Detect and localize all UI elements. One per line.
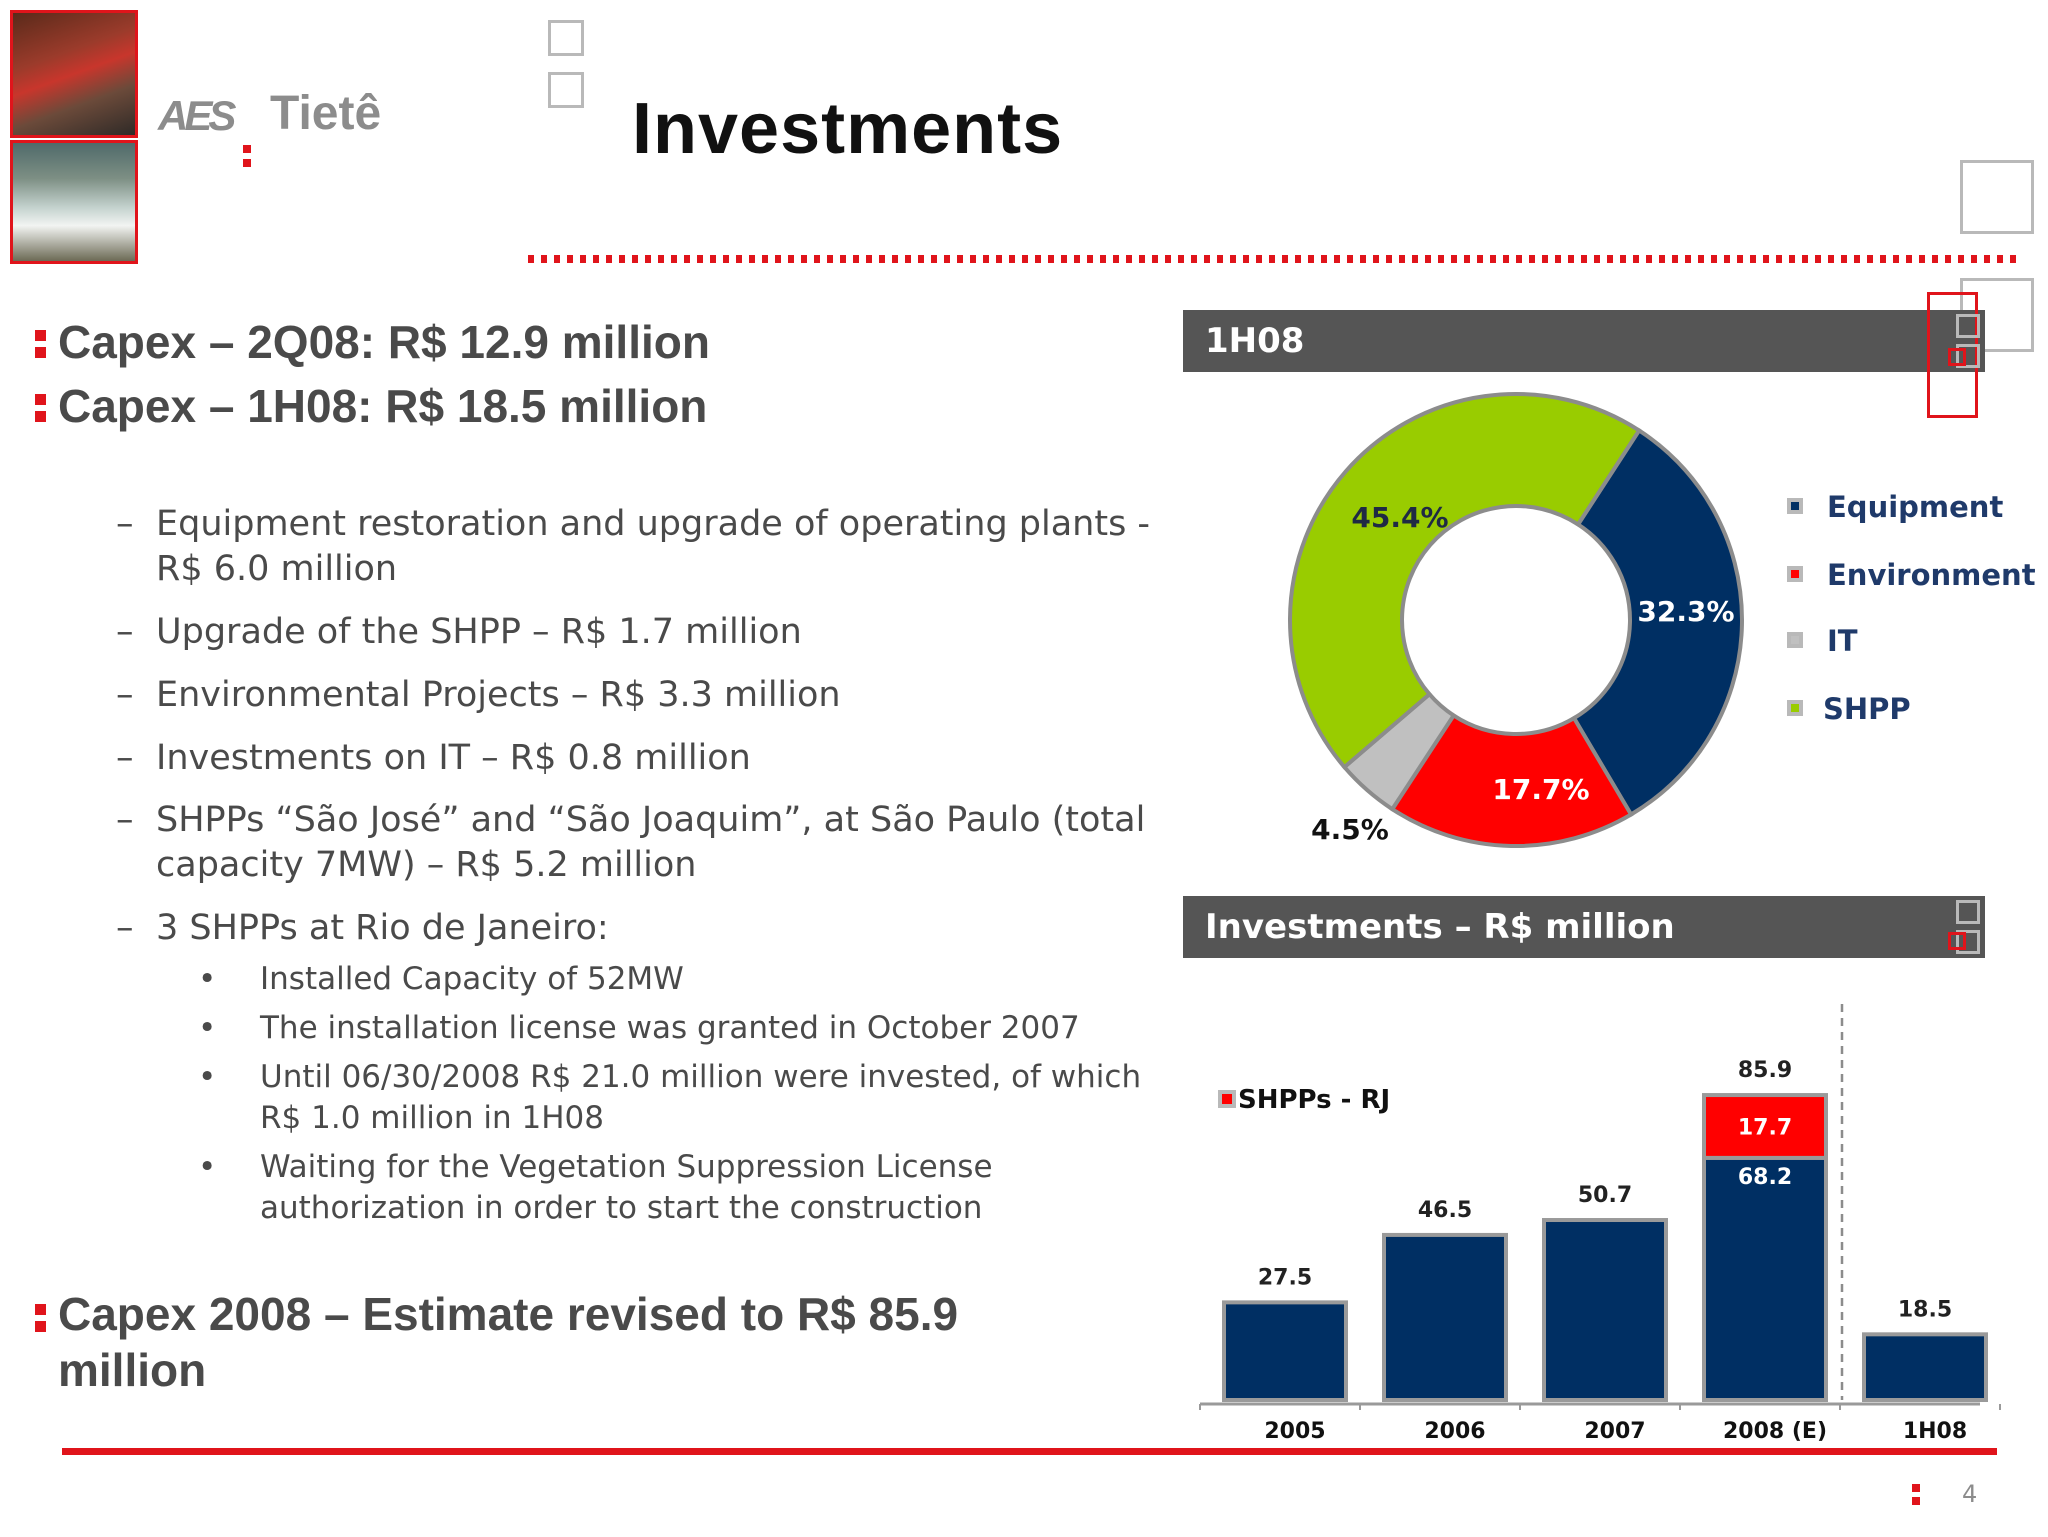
deco-red-square xyxy=(1948,348,1966,366)
legend-swatch xyxy=(1787,700,1803,716)
page-marker-icon xyxy=(1912,1484,1920,1492)
bar xyxy=(1542,1218,1668,1402)
list-item: – Investments on IT – R$ 0.8 million xyxy=(116,738,751,778)
pie-panel-header: 1H08 xyxy=(1183,310,1985,372)
legend-swatch-fill xyxy=(1222,1094,1232,1104)
sub-list-item: • Until 06/30/2008 R$ 21.0 million were i… xyxy=(198,1059,1142,1136)
capex-2008: Capex 2008 – Estimate revised to R$ 85.9… xyxy=(58,1288,959,1396)
deco-square xyxy=(1956,930,1980,954)
donut-slice-shpp xyxy=(1288,392,1642,770)
bar-total-label: 50.7 xyxy=(1578,1183,1632,1208)
deco-square xyxy=(1956,314,1980,338)
list-item: – Environmental Projects – R$ 3.3 million xyxy=(116,675,841,715)
donut-label: 32.3% xyxy=(1637,595,1734,628)
donut-chart: 32.3% 17.7% 4.5% 45.4% xyxy=(1288,392,1744,848)
bar-chart-title: Investments – R$ million xyxy=(1205,907,1675,947)
legend-swatch xyxy=(1787,566,1803,582)
segment-label: 17.7 xyxy=(1738,1115,1792,1140)
donut-slice-equipment xyxy=(1571,427,1744,818)
sub-list-item: • Waiting for the Vegetation Suppression … xyxy=(198,1149,993,1226)
list-item: – SHPPs “São José” and “São Joaquim”, at … xyxy=(116,800,1146,885)
category-label: 2005 xyxy=(1264,1419,1325,1444)
bar xyxy=(1702,1155,1828,1402)
sub-list-item: • The installation license was granted in… xyxy=(198,1010,1080,1046)
turbine-photo xyxy=(10,10,138,138)
tiete-logo: Tietê xyxy=(270,87,382,140)
list-item: – Upgrade of the SHPP – R$ 1.7 million xyxy=(116,612,802,652)
dotted-divider xyxy=(528,255,2018,263)
pie-chart-title: 1H08 xyxy=(1205,321,1305,361)
bar xyxy=(1862,1332,1988,1403)
dam-photo xyxy=(10,140,138,264)
bullet-marker xyxy=(35,1304,46,1315)
bar-total-label: 27.5 xyxy=(1258,1265,1312,1290)
bar-legend-label: SHPPs - RJ xyxy=(1238,1085,1390,1115)
bar-chart: 27.5 2005 46.5 2006 50.7 2007 85.9 2008 (E) 17.7… xyxy=(1199,1004,2001,1444)
bar-total-label: 46.5 xyxy=(1418,1198,1472,1223)
deco-square xyxy=(1956,344,1980,368)
donut-slice-environment xyxy=(1389,712,1634,848)
deco-red-frame xyxy=(1927,292,1978,418)
bar xyxy=(1382,1232,1508,1402)
bullet-marker xyxy=(35,330,46,341)
logo-separator-icon xyxy=(243,145,251,153)
bullet-marker xyxy=(35,394,46,405)
list-item: – Equipment restoration and upgrade of op… xyxy=(116,504,1151,589)
bar-segment-shpps-rj xyxy=(1702,1093,1828,1160)
donut-label: 17.7% xyxy=(1492,773,1589,806)
bar-panel-header: Investments – R$ million xyxy=(1183,896,1985,958)
deco-red-square xyxy=(1948,932,1966,950)
category-label: 2006 xyxy=(1424,1419,1485,1444)
page-title: Investments xyxy=(632,89,1064,169)
donut-label: 4.5% xyxy=(1311,813,1389,846)
deco-square xyxy=(1960,160,2034,234)
bar-total-label: 18.5 xyxy=(1898,1297,1952,1322)
deco-square xyxy=(1956,900,1980,924)
page-number: 4 xyxy=(1962,1480,1978,1508)
bar-total-label: 85.9 xyxy=(1738,1058,1792,1083)
category-label: 1H08 xyxy=(1903,1419,1967,1444)
donut-label: 45.4% xyxy=(1351,501,1448,534)
capex-2q08: Capex – 2Q08: R$ 12.9 million xyxy=(58,316,710,368)
category-label: 2007 xyxy=(1584,1419,1645,1444)
deco-square xyxy=(548,20,584,56)
list-item: –3 SHPPs at Rio de Janeiro: xyxy=(116,908,609,948)
deco-square xyxy=(548,72,584,108)
aes-logo: AES xyxy=(158,92,236,139)
bar xyxy=(1222,1300,1348,1402)
category-label: 2008 (E) xyxy=(1723,1419,1827,1444)
sub-list-item: • Installed Capacity of 52MW xyxy=(198,961,684,997)
segment-label: 68.2 xyxy=(1738,1165,1792,1190)
legend-swatch xyxy=(1787,498,1803,514)
legend-swatch xyxy=(1787,632,1803,648)
capex-1h08: Capex – 1H08: R$ 18.5 million xyxy=(58,380,708,432)
footer-divider xyxy=(62,1448,1997,1455)
